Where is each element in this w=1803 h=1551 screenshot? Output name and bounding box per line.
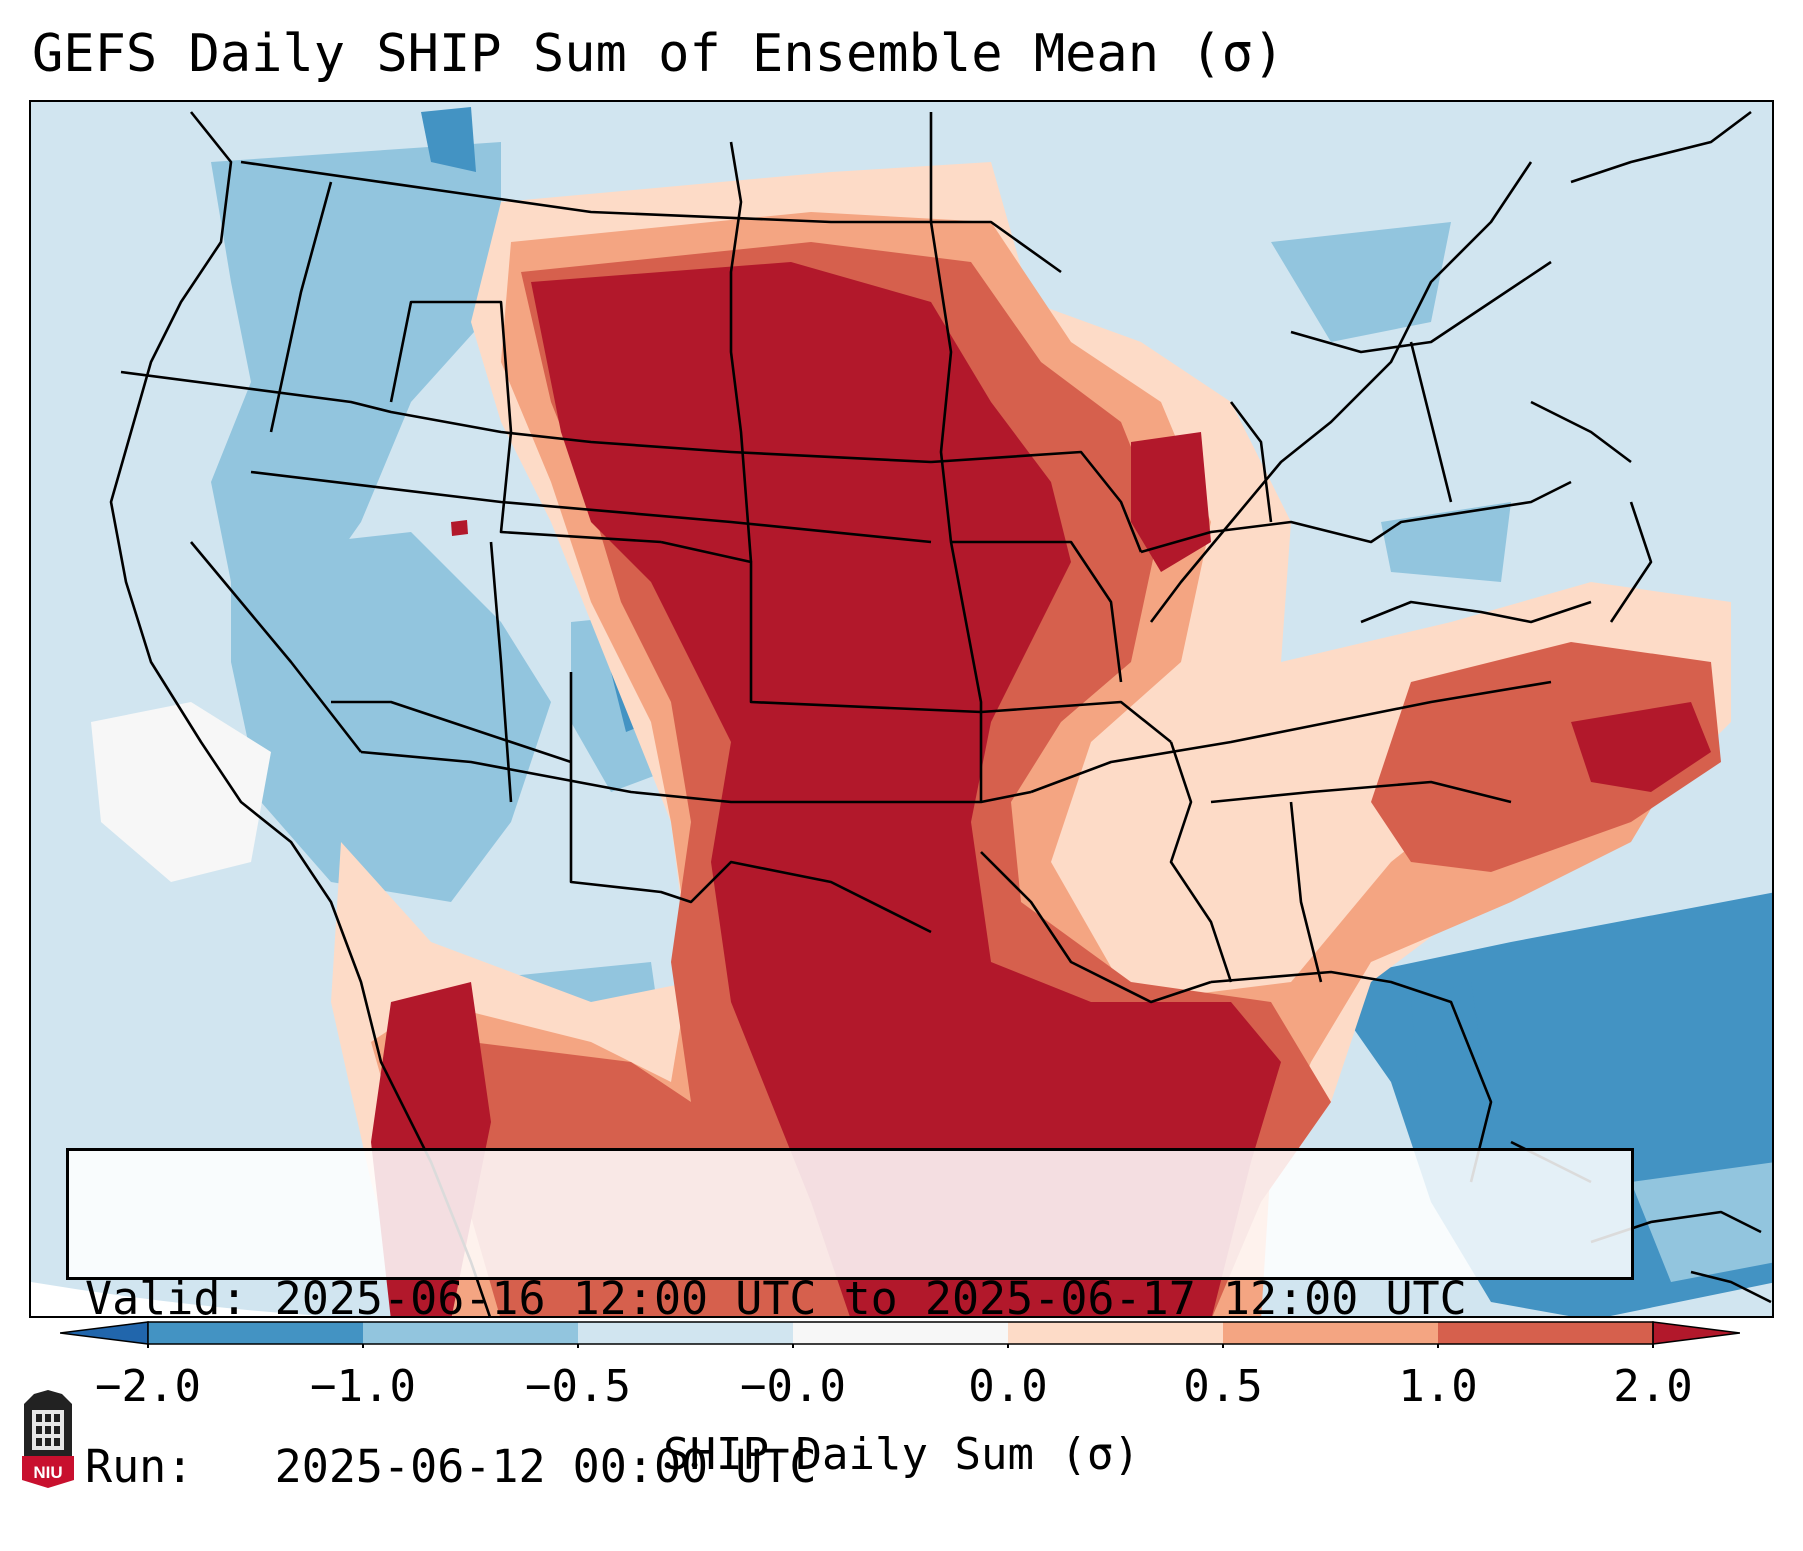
- page-title: GEFS Daily SHIP Sum of Ensemble Mean (σ): [32, 24, 1285, 84]
- colorbar-tick-label: −0.5: [525, 1361, 631, 1412]
- colorbar-tick-label: 2.0: [1613, 1361, 1693, 1412]
- positive-anomaly-regions: [331, 162, 1731, 1316]
- colorbar-segment: [793, 1322, 1008, 1344]
- neutral-region: [91, 702, 271, 882]
- run-line: Run: 2025-06-12 00:00 UTC: [85, 1439, 1631, 1495]
- colorbar-outline: [147, 1321, 1654, 1345]
- valid-line: Valid: 2025-06-16 12:00 UTC to 2025-06-1…: [85, 1271, 1631, 1327]
- colorbar-tick-label: −1.0: [310, 1361, 416, 1412]
- colorbar: [60, 1321, 1740, 1348]
- map-panel: [29, 100, 1774, 1318]
- valid-run-info-box: Valid: 2025-06-16 12:00 UTC to 2025-06-1…: [66, 1148, 1634, 1493]
- colorbar-ticks: [147, 1344, 1654, 1348]
- colorbar-tick-label: −0.0: [740, 1361, 846, 1412]
- valid-label: Valid:: [85, 1272, 248, 1325]
- colorbar-extend-high: [1652, 1321, 1740, 1345]
- colorbar-tick-label: −2.0: [95, 1361, 201, 1412]
- colorbar-tick-label: 1.0: [1398, 1361, 1478, 1412]
- colorbar-tick-label: 0.5: [1183, 1361, 1263, 1412]
- colorbar-extend-low: [60, 1321, 149, 1345]
- colorbar-segment: [1223, 1322, 1438, 1344]
- svg-text:NIU: NIU: [33, 1463, 62, 1482]
- ship-anomaly-map: [31, 102, 1772, 1316]
- boundary-lines: [109, 110, 1772, 1316]
- negative-anomaly-regions: [211, 107, 1772, 1316]
- colorbar-segment: [578, 1322, 793, 1344]
- run-value: 2025-06-12 00:00 UTC: [274, 1440, 817, 1493]
- colorbar-tick-label: 0.0: [968, 1361, 1048, 1412]
- colorbar-segment: [1438, 1322, 1653, 1344]
- valid-value: 2025-06-16 12:00 UTC to 2025-06-17 12:00…: [274, 1272, 1467, 1325]
- colorbar-segment: [148, 1322, 363, 1344]
- colorbar-label: SHIP Daily Sum (σ): [663, 1429, 1140, 1480]
- colorbar-segment: [363, 1322, 578, 1344]
- colorbar-segment: [1008, 1322, 1223, 1344]
- niu-logo-icon: NIU: [22, 1390, 74, 1488]
- projection-edge: [31, 1282, 324, 1316]
- run-label: Run:: [85, 1440, 194, 1493]
